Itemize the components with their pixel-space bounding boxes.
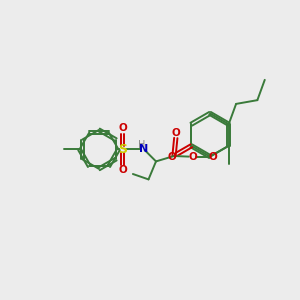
- Text: O: O: [208, 152, 217, 163]
- Text: O: O: [118, 123, 127, 134]
- Text: O: O: [118, 165, 127, 176]
- Text: O: O: [168, 152, 177, 162]
- Text: O: O: [188, 152, 197, 162]
- Text: N: N: [140, 144, 148, 154]
- Text: H: H: [138, 140, 146, 150]
- Text: S: S: [118, 143, 127, 156]
- Text: O: O: [171, 128, 180, 138]
